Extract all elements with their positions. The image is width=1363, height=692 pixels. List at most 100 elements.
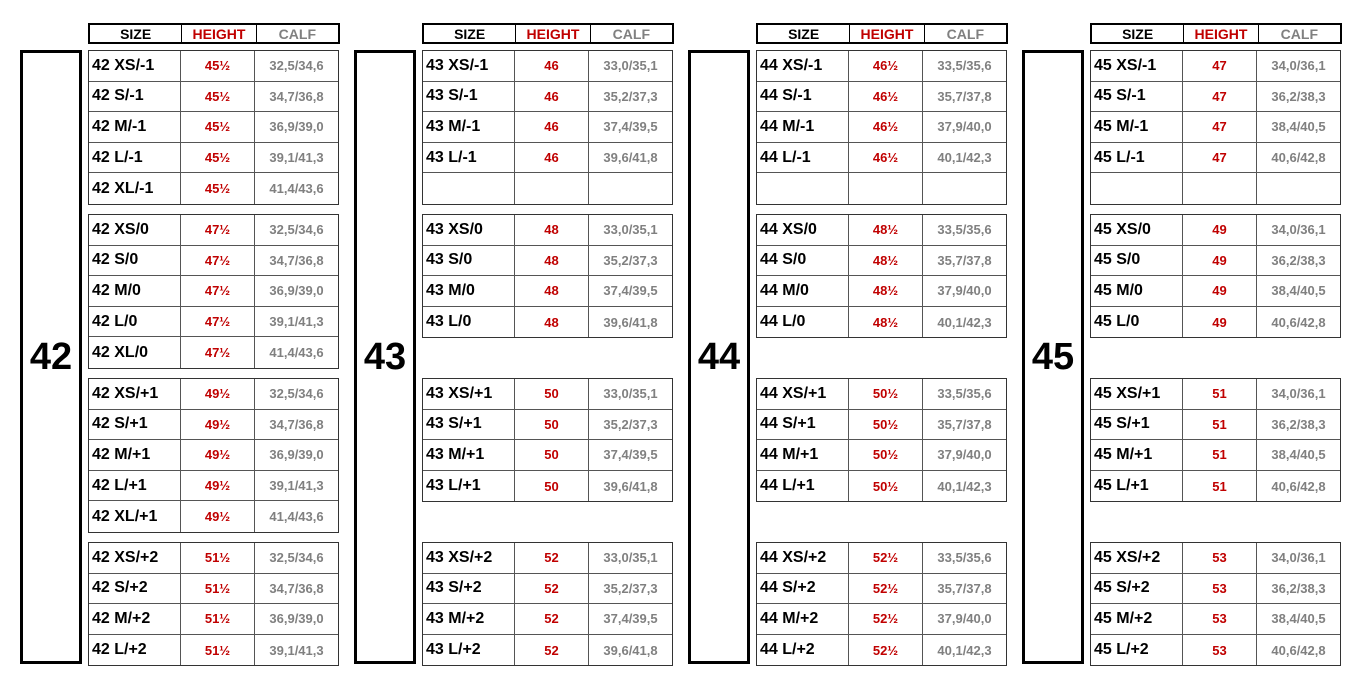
table-row: 44 L/+1 50½ 40,1/42,3	[757, 470, 1006, 502]
calf-cell: 35,2/37,3	[603, 416, 658, 432]
size-cell	[1091, 173, 1183, 204]
table-row: 45 XS/+1 51 34,0/36,1	[1091, 379, 1340, 410]
calf-cell: 33,0/35,1	[603, 386, 658, 402]
height-cell: 49	[1183, 215, 1257, 245]
height-cell: 51½	[181, 634, 255, 666]
height-cell: 50	[515, 409, 589, 440]
column-header: SIZE HEIGHT CALF	[756, 23, 1008, 44]
column-header: SIZE HEIGHT CALF	[1090, 23, 1342, 44]
height-cell: 46½	[849, 112, 923, 142]
table-row: 43 XS/0 48 33,0/35,1	[423, 215, 672, 246]
calf-cell: 41,4/43,6	[269, 345, 324, 361]
height-cell: 48½	[849, 276, 923, 306]
calf-cell: 34,0/36,1	[1271, 386, 1326, 402]
table-row	[423, 173, 672, 204]
size-block: 43 XS/0 48 33,0/35,1 43 S/0 48 35,2/37,3 43 M/…	[422, 214, 673, 339]
calf-cell: 40,1/42,3	[937, 150, 992, 166]
height-cell: 52½	[849, 573, 923, 604]
calf-cell: 34,0/36,1	[1271, 550, 1326, 566]
calf-cell: 36,9/39,0	[269, 611, 324, 627]
height-cell: 50½	[849, 440, 923, 470]
table-row: 42 XS/+1 49½ 32,5/34,6	[89, 379, 338, 410]
calf-cell: 40,6/42,8	[1271, 478, 1326, 494]
height-cell: 49	[1183, 276, 1257, 306]
size-cell: 42 XS/-1	[89, 51, 181, 81]
calf-cell: 33,5/35,6	[937, 386, 992, 402]
calf-cell: 40,1/42,3	[937, 478, 992, 494]
table-row: 44 XS/+2 52½ 33,5/35,6	[757, 543, 1006, 574]
height-cell	[1183, 173, 1257, 204]
table-row: 42 L/0 47½ 39,1/41,3	[89, 306, 338, 338]
height-cell: 51	[1183, 409, 1257, 440]
height-cell: 53	[1183, 573, 1257, 604]
calf-cell: 39,1/41,3	[269, 478, 324, 494]
header-calf: CALF	[278, 25, 316, 42]
table-row: 43 S/-1 46 35,2/37,3	[423, 81, 672, 113]
size-cell: 42 L/+2	[89, 634, 181, 666]
size-cell: 45 S/0	[1091, 245, 1183, 276]
size-cell: 43 XS/0	[423, 215, 515, 245]
height-cell: 51	[1183, 379, 1257, 409]
group-label: 43	[354, 50, 416, 664]
size-cell: 42 S/0	[89, 245, 181, 276]
table-row: 42 L/+1 49½ 39,1/41,3	[89, 470, 338, 502]
height-cell	[515, 173, 589, 204]
height-cell: 49	[1183, 306, 1257, 338]
table-row: 42 XL/+1 49½ 41,4/43,6	[89, 501, 338, 532]
table-row: 44 L/0 48½ 40,1/42,3	[757, 306, 1006, 338]
table-row: 44 M/0 48½ 37,9/40,0	[757, 276, 1006, 307]
size-block: 44 XS/0 48½ 33,5/35,6 44 S/0 48½ 35,7/37,8 44 …	[756, 214, 1007, 339]
table-row: 45 S/+2 53 36,2/38,3	[1091, 573, 1340, 605]
calf-cell: 35,2/37,3	[603, 252, 658, 268]
calf-cell: 40,1/42,3	[937, 642, 992, 658]
height-cell: 52	[515, 573, 589, 604]
table-row: 45 L/0 49 40,6/42,8	[1091, 306, 1340, 338]
height-cell: 52	[515, 604, 589, 634]
table-row: 42 S/-1 45½ 34,7/36,8	[89, 81, 338, 113]
size-cell: 42 M/+2	[89, 604, 181, 634]
height-cell: 47½	[181, 215, 255, 245]
size-cell: 44 S/-1	[757, 81, 849, 112]
height-cell	[849, 173, 923, 204]
size-cell: 42 L/-1	[89, 142, 181, 173]
size-cell: 42 XS/0	[89, 215, 181, 245]
size-cell: 42 M/+1	[89, 440, 181, 470]
height-cell: 45½	[181, 142, 255, 173]
height-cell: 50½	[849, 409, 923, 440]
size-cell: 43 XS/+2	[423, 543, 515, 573]
height-cell: 53	[1183, 543, 1257, 573]
calf-cell: 39,1/41,3	[269, 642, 324, 658]
calf-cell: 40,6/42,8	[1271, 314, 1326, 330]
table-row: 44 M/+1 50½ 37,9/40,0	[757, 440, 1006, 471]
height-cell: 49½	[181, 379, 255, 409]
size-cell	[423, 173, 515, 204]
calf-cell: 34,7/36,8	[269, 252, 324, 268]
header-size: SIZE	[424, 25, 517, 42]
size-cell: 44 S/+2	[757, 573, 849, 604]
height-cell: 52	[515, 543, 589, 573]
height-cell: 52½	[849, 543, 923, 573]
table-row: 45 S/0 49 36,2/38,3	[1091, 245, 1340, 277]
height-cell: 46½	[849, 81, 923, 112]
height-cell: 48	[515, 276, 589, 306]
height-cell: 51	[1183, 440, 1257, 470]
table-row: 42 L/-1 45½ 39,1/41,3	[89, 142, 338, 174]
height-cell: 47	[1183, 142, 1257, 173]
size-cell: 42 S/+1	[89, 409, 181, 440]
calf-cell: 35,7/37,8	[937, 580, 992, 596]
calf-cell: 38,4/40,5	[1271, 611, 1326, 627]
height-cell: 48½	[849, 245, 923, 276]
height-cell: 52½	[849, 634, 923, 666]
calf-cell: 37,9/40,0	[937, 611, 992, 627]
table-row: 44 XS/+1 50½ 33,5/35,6	[757, 379, 1006, 410]
size-group: 43 SIZE HEIGHT CALF 43 XS/-1 46 33,0/35,1 43 S/…	[334, 0, 674, 692]
table-row: 42 S/+2 51½ 34,7/36,8	[89, 573, 338, 605]
calf-cell: 34,0/36,1	[1271, 58, 1326, 74]
header-height: HEIGHT	[182, 25, 257, 42]
header-size: SIZE	[758, 25, 851, 42]
size-cell: 42 M/-1	[89, 112, 181, 142]
header-height: HEIGHT	[850, 25, 925, 42]
table-row: 44 S/+1 50½ 35,7/37,8	[757, 409, 1006, 441]
calf-cell: 39,6/41,8	[603, 314, 658, 330]
calf-cell: 41,4/43,6	[269, 509, 324, 525]
